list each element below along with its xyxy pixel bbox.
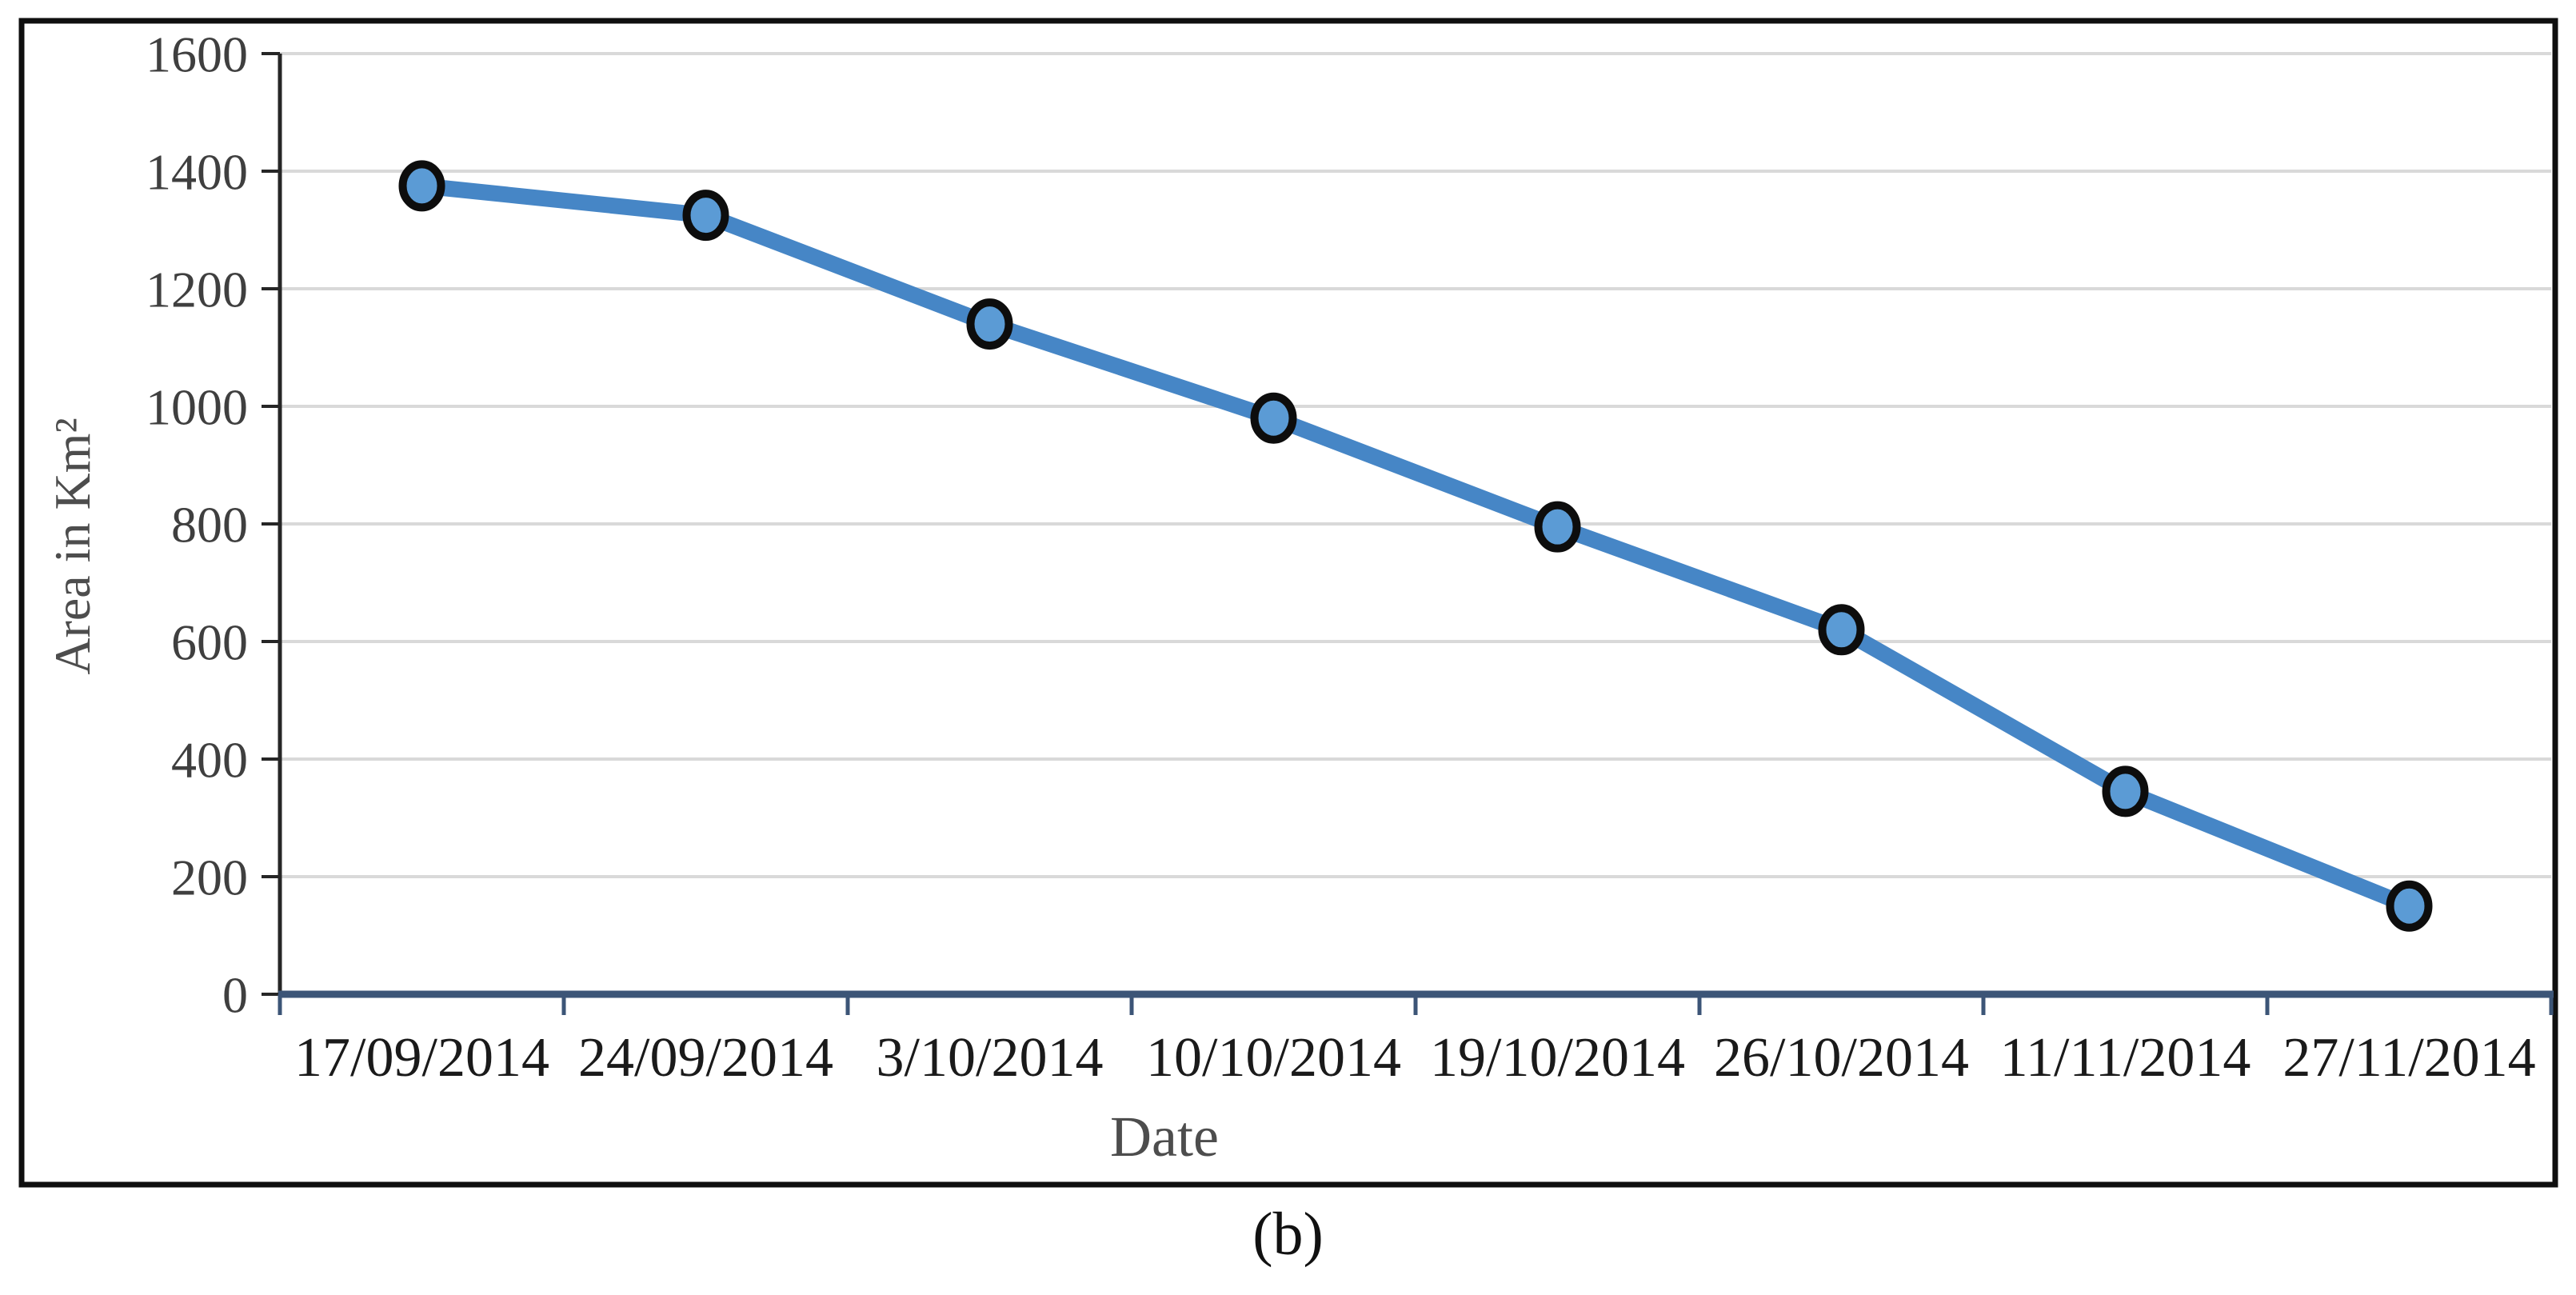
y-axis-tick-label: 400 [171, 731, 248, 788]
y-axis-tick-label: 200 [171, 849, 248, 905]
x-axis-tick-label: 19/10/2014 [1430, 1027, 1685, 1089]
data-point-marker [966, 298, 1013, 350]
y-axis-tick-label: 1000 [146, 378, 248, 435]
y-axis-tick-label: 1200 [146, 261, 248, 318]
data-series-line [413, 178, 2418, 914]
x-axis-tick-label: 24/09/2014 [578, 1027, 833, 1089]
data-point-marker [2386, 880, 2433, 932]
data-point-marker [1534, 501, 1581, 553]
y-axis-tick-label: 600 [171, 614, 248, 670]
data-point-marker [2102, 765, 2149, 817]
y-axis-title: Area in Km² [44, 418, 101, 674]
x-axis-tick-label: 10/10/2014 [1146, 1027, 1401, 1089]
data-point-marker [1250, 392, 1297, 444]
y-axis-tick-label: 800 [171, 496, 248, 553]
x-axis-tick-label: 17/09/2014 [294, 1027, 549, 1089]
y-axis-tick-label: 0 [222, 966, 248, 1023]
figure-caption: (b) [1252, 1201, 1324, 1268]
x-axis-tick-label: 27/11/2014 [2282, 1027, 2535, 1089]
data-point-marker [1818, 604, 1865, 656]
data-point-marker [398, 160, 445, 212]
x-axis-tick-label: 11/11/2014 [2000, 1027, 2251, 1089]
y-axis-tick-label: 1400 [146, 143, 248, 200]
x-axis-title: Date [1110, 1105, 1219, 1169]
y-axis-tick-label: 1600 [146, 26, 248, 82]
data-point-marker [682, 190, 729, 242]
x-axis-tick-label: 26/10/2014 [1714, 1027, 1969, 1089]
x-axis-tick-label: 3/10/2014 [877, 1027, 1104, 1089]
